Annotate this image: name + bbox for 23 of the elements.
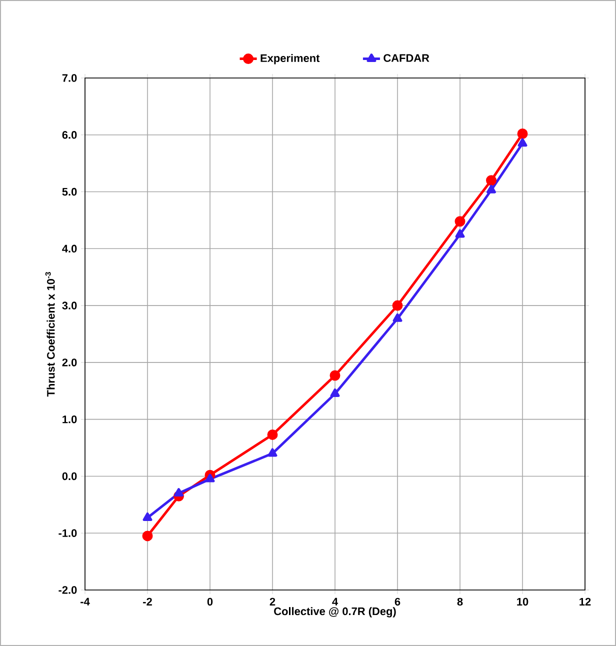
legend-label: CAFDAR [384, 54, 430, 62]
y-tick-label: 3.0 [62, 302, 77, 310]
x-tick-label: 6 [394, 598, 400, 606]
y-tick-label: 1.0 [62, 415, 77, 424]
x-tick-label: 2 [270, 598, 276, 606]
x-tick-label: 0 [207, 598, 213, 606]
x-axis-title: Collective @ 0.7R (Deg) [274, 607, 396, 618]
x-tick-label: 10 [517, 598, 528, 606]
y-tick-label: 7.0 [62, 74, 77, 82]
y-tick-label: 0.0 [62, 472, 77, 480]
y-tick-label: 4.0 [62, 244, 77, 253]
x-tick-label: -4 [80, 598, 90, 606]
y-tick-label: -1.0 [58, 529, 77, 537]
y-tick-label: 5.0 [62, 188, 77, 196]
legend-label: Experiment [260, 54, 320, 64]
y-tick-label: 6.0 [62, 131, 77, 139]
x-tick-label: 12 [580, 598, 591, 606]
y-tick-label: 2.0 [62, 358, 77, 366]
y-tick-label: -2.0 [58, 586, 77, 594]
y-axis-title: Thrust Coefficient x 10$^{-3}$ [45, 272, 55, 397]
x-tick-label: 4 [332, 598, 338, 606]
x-tick-label: -2 [143, 598, 152, 606]
x-tick-label: 8 [457, 598, 463, 606]
